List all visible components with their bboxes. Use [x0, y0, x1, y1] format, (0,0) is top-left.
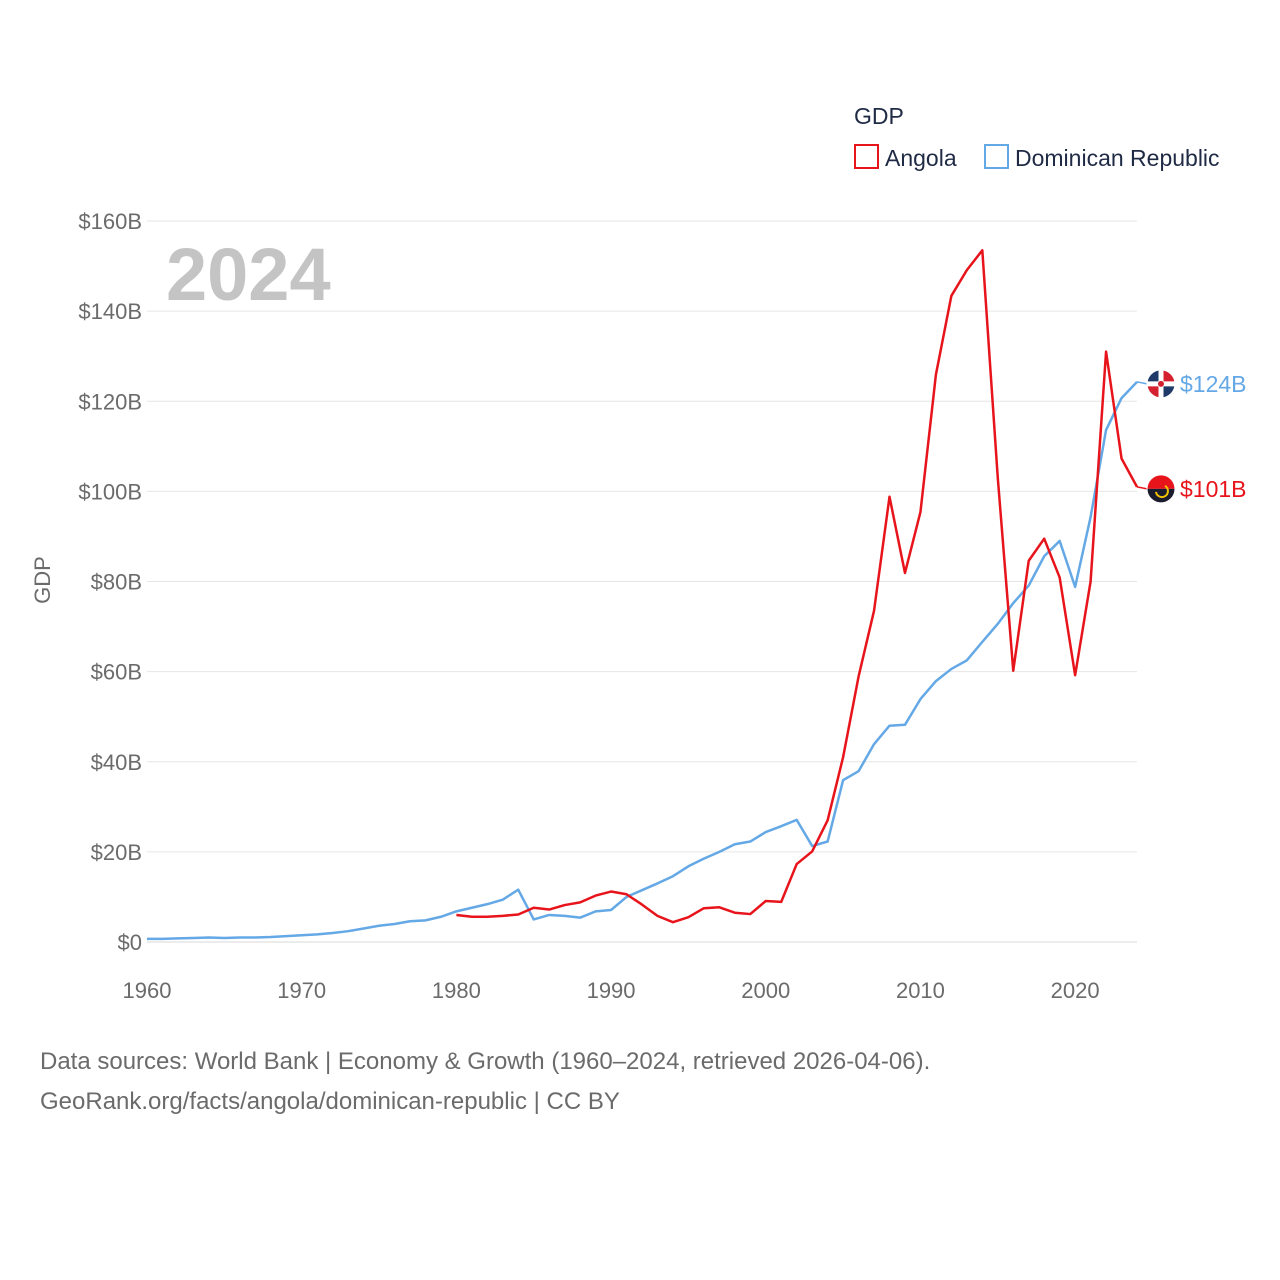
flag-angola-icon — [1146, 474, 1176, 504]
y-tick-label: $20B — [91, 840, 142, 865]
legend-swatch-angola — [854, 144, 879, 169]
legend-label-dominican-republic: Dominican Republic — [1015, 145, 1220, 171]
y-axis: $0 $20B $40B $60B $80B $100B $120B $140B $160B — [78, 209, 142, 955]
x-tick-label: 1990 — [587, 978, 636, 1003]
legend-label-angola: Angola — [885, 145, 957, 171]
x-tick-label: 2000 — [741, 978, 790, 1003]
y-tick-label: $40B — [91, 750, 142, 775]
series-line-dominican-republic — [147, 381, 1138, 941]
x-tick-label: 1960 — [123, 978, 172, 1003]
y-tick-label: $80B — [91, 570, 142, 595]
flag-dominican-republic-icon — [1146, 369, 1176, 399]
y-tick-label: $100B — [78, 479, 142, 504]
year-watermark: 2024 — [166, 233, 331, 316]
grid — [147, 220, 1137, 943]
end-value-label-angola: $101B — [1180, 476, 1247, 502]
x-tick-label: 2010 — [896, 978, 945, 1003]
source-note: Data sources: World Bank | Economy & Gro… — [40, 1042, 930, 1122]
y-tick-label: $60B — [91, 660, 142, 685]
y-tick-label: $160B — [78, 209, 142, 234]
legend: GDP Angola Dominican Republic — [854, 103, 1220, 171]
end-value-label-dominican-republic: $124B — [1180, 371, 1247, 397]
x-tick-label: 1970 — [277, 978, 326, 1003]
y-tick-label: $120B — [78, 389, 142, 414]
end-connector — [1136, 381, 1148, 385]
series-line-angola — [456, 249, 1139, 924]
series-lines — [147, 249, 1139, 941]
y-tick-label: $0 — [118, 930, 142, 955]
legend-swatch-dominican-republic — [984, 144, 1009, 169]
end-markers: $101B $124B — [1136, 369, 1247, 504]
x-tick-label: 1980 — [432, 978, 481, 1003]
source-line-1: Data sources: World Bank | Economy & Gro… — [40, 1048, 931, 1075]
x-axis: 1960 1970 1980 1990 2000 2010 2020 — [123, 978, 1100, 1003]
source-line-2[interactable]: GeoRank.org/facts/angola/dominican-repub… — [40, 1088, 620, 1115]
y-axis-label: GDP — [30, 556, 55, 604]
legend-title: GDP — [854, 103, 904, 129]
gdp-chart: $0 $20B $40B $60B $80B $100B $120B $140B $160B 1… — [30, 103, 1247, 1003]
x-tick-label: 2020 — [1051, 978, 1100, 1003]
y-tick-label: $140B — [78, 299, 142, 324]
end-connector — [1136, 486, 1148, 490]
